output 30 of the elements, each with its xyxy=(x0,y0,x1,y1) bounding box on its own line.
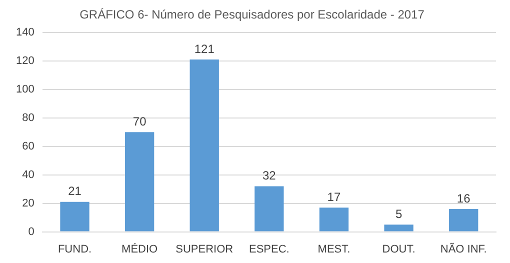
x-tick-label: DOUT. xyxy=(382,243,416,256)
x-tick-label: NÃO INF. xyxy=(440,242,487,256)
y-tick-label: 120 xyxy=(16,54,34,67)
data-label: 121 xyxy=(194,42,215,56)
data-label: 17 xyxy=(327,190,341,204)
bar xyxy=(254,186,284,232)
y-tick-label: 100 xyxy=(16,83,34,96)
bar xyxy=(319,208,349,232)
bar xyxy=(190,59,219,232)
bar xyxy=(384,224,414,232)
y-tick-label: 0 xyxy=(28,226,34,238)
data-label: 5 xyxy=(395,206,402,221)
y-tick-label: 40 xyxy=(22,168,34,181)
data-label: 16 xyxy=(456,191,471,206)
x-tick-label: MEST. xyxy=(318,243,350,256)
y-tick-label: 140 xyxy=(16,26,34,38)
x-tick-label: SUPERIOR xyxy=(176,243,234,256)
x-tick-label: MÉDIO xyxy=(122,242,158,256)
y-tick-label: 80 xyxy=(22,112,34,124)
data-label: 32 xyxy=(262,168,276,183)
chart-title: GRÁFICO 6- Número de Pesquisadores por Escolaridade - 2017 xyxy=(80,8,425,22)
bar xyxy=(124,132,154,232)
y-tick-label: 60 xyxy=(22,140,34,152)
bar xyxy=(449,209,478,232)
x-tick-label: FUND. xyxy=(58,243,92,256)
bar xyxy=(60,202,90,232)
x-tick-label: ESPEC. xyxy=(248,243,290,256)
data-label: 70 xyxy=(132,114,147,128)
data-label: 21 xyxy=(68,184,82,198)
y-tick-label: 20 xyxy=(22,197,34,210)
